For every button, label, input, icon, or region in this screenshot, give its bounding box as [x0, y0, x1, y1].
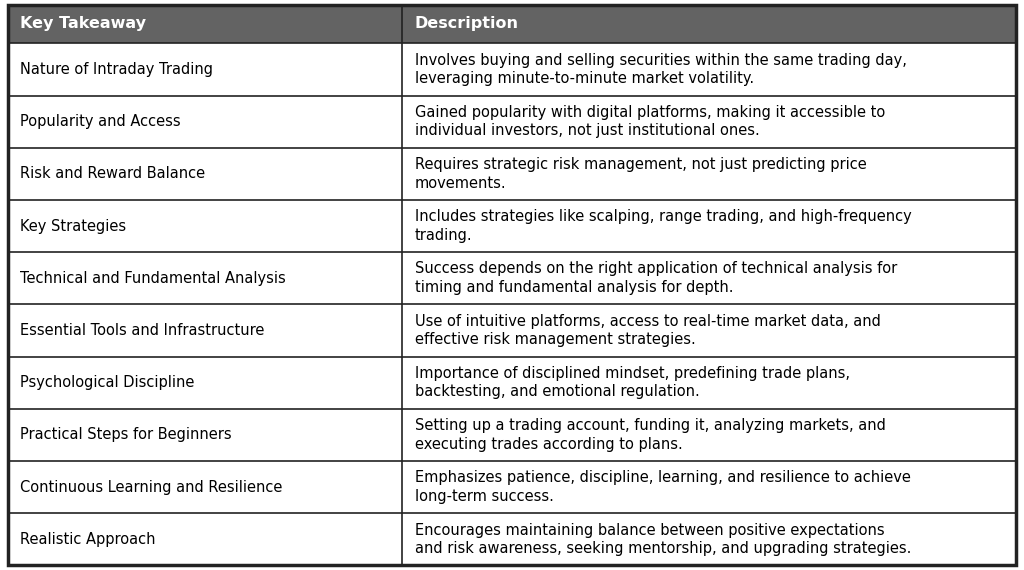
Text: Realistic Approach: Realistic Approach [20, 532, 156, 547]
Text: Emphasizes patience, discipline, learning, and resilience to achieve
long-term s: Emphasizes patience, discipline, learnin… [415, 470, 910, 504]
Bar [8, 43, 1016, 96]
Bar [8, 96, 1016, 148]
Text: Technical and Fundamental Analysis: Technical and Fundamental Analysis [20, 271, 287, 286]
Bar [8, 5, 1016, 43]
Text: Description: Description [415, 17, 519, 31]
Text: Encourages maintaining balance between positive expectations
and risk awareness,: Encourages maintaining balance between p… [415, 523, 911, 556]
Text: Popularity and Access: Popularity and Access [20, 114, 181, 129]
Bar [8, 200, 1016, 252]
Text: Practical Steps for Beginners: Practical Steps for Beginners [20, 428, 232, 442]
Bar [8, 513, 1016, 565]
Text: Key Strategies: Key Strategies [20, 218, 127, 234]
Bar [8, 409, 1016, 461]
Text: Use of intuitive platforms, access to real-time market data, and
effective risk : Use of intuitive platforms, access to re… [415, 314, 881, 347]
Text: Includes strategies like scalping, range trading, and high-frequency
trading.: Includes strategies like scalping, range… [415, 209, 911, 243]
Text: Risk and Reward Balance: Risk and Reward Balance [20, 166, 206, 181]
Text: Nature of Intraday Trading: Nature of Intraday Trading [20, 62, 213, 77]
Text: Key Takeaway: Key Takeaway [20, 17, 146, 31]
Bar [8, 304, 1016, 357]
Bar [8, 357, 1016, 409]
Text: Involves buying and selling securities within the same trading day,
leveraging m: Involves buying and selling securities w… [415, 52, 906, 86]
Text: Continuous Learning and Resilience: Continuous Learning and Resilience [20, 479, 283, 495]
Bar [8, 461, 1016, 513]
Text: Essential Tools and Infrastructure: Essential Tools and Infrastructure [20, 323, 265, 338]
Text: Psychological Discipline: Psychological Discipline [20, 375, 195, 390]
Bar [8, 148, 1016, 200]
Text: Importance of disciplined mindset, predefining trade plans,
backtesting, and emo: Importance of disciplined mindset, prede… [415, 366, 850, 400]
Text: Gained popularity with digital platforms, making it accessible to
individual inv: Gained popularity with digital platforms… [415, 105, 885, 139]
Bar [8, 252, 1016, 304]
Text: Requires strategic risk management, not just predicting price
movements.: Requires strategic risk management, not … [415, 157, 866, 190]
Text: Setting up a trading account, funding it, analyzing markets, and
executing trade: Setting up a trading account, funding it… [415, 418, 886, 451]
Text: Success depends on the right application of technical analysis for
timing and fu: Success depends on the right application… [415, 262, 897, 295]
